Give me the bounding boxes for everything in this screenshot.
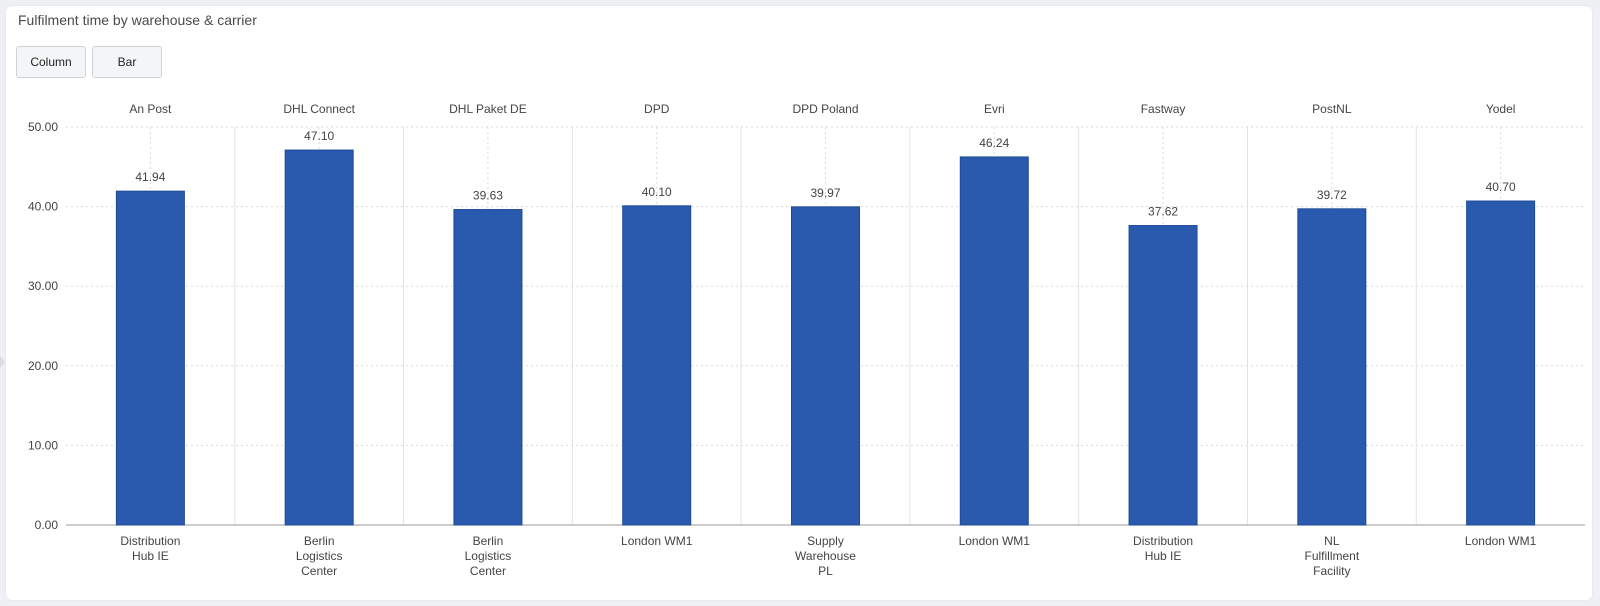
x-tick-label: Distribution [120,534,180,548]
x-tick-label: Hub IE [132,549,169,563]
x-tick-label: London WM1 [621,534,693,548]
x-tick-label: Hub IE [1145,549,1182,563]
bar [1466,200,1536,526]
x-tick-label: Berlin [304,534,335,548]
bar-value-label: 47.10 [304,129,334,143]
column-view-button[interactable]: Column [16,46,86,78]
bar-view-button[interactable]: Bar [92,46,162,78]
x-tick-label: London WM1 [1465,534,1537,548]
x-tick-label: NL [1324,534,1340,548]
x-tick-label: Center [470,564,506,578]
bar [115,190,185,526]
y-tick-label: 40.00 [28,200,58,214]
bar-value-label: 39.97 [810,186,840,200]
group-label: Yodel [1486,102,1516,116]
x-tick-label: Facility [1313,564,1350,578]
bar-value-label: 41.94 [135,170,165,184]
y-tick-label: 0.00 [35,518,59,532]
group-label: Evri [984,102,1005,116]
bar [1128,225,1198,526]
x-tick-label: Center [301,564,337,578]
x-tick-label: PL [818,564,833,578]
bar [284,149,354,526]
x-tick-label: Logistics [296,549,343,563]
x-tick-label: Supply [807,534,844,548]
group-label: DPD [644,102,670,116]
bar [791,206,860,526]
bar [1297,208,1367,526]
y-tick-label: 20.00 [28,359,58,373]
bar-value-label: 46.24 [979,136,1009,150]
bar [453,209,523,526]
group-label: DPD Poland [792,102,858,116]
x-tick-label: Warehouse [795,549,856,563]
x-tick-label: Berlin [473,534,504,548]
bar-value-label: 39.63 [473,189,503,203]
group-label: DHL Paket DE [449,102,527,116]
chart-title: Fulfilment time by warehouse & carrier [18,12,257,28]
group-label: Fastway [1141,102,1186,116]
y-tick-label: 10.00 [28,438,58,452]
group-label: An Post [129,102,172,116]
bar-value-label: 40.70 [1486,180,1516,194]
y-tick-label: 50.00 [28,120,58,134]
bar-value-label: 37.62 [1148,205,1178,219]
bar [959,156,1029,526]
bar-value-label: 39.72 [1317,188,1347,202]
bar-value-label: 40.10 [642,185,672,199]
x-tick-label: Distribution [1133,534,1193,548]
bar [622,205,692,526]
group-label: PostNL [1312,102,1352,116]
x-tick-label: Fulfillment [1304,549,1359,563]
x-tick-label: Logistics [465,549,512,563]
y-tick-label: 30.00 [28,279,58,293]
x-tick-label: London WM1 [959,534,1031,548]
collapse-handle-icon[interactable] [0,356,5,368]
group-label: DHL Connect [283,102,355,116]
